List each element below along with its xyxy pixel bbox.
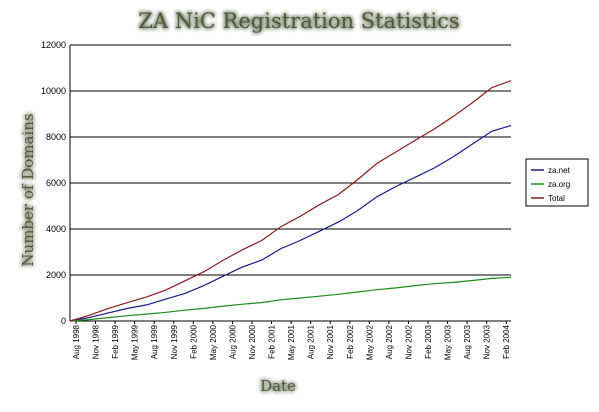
gridlines bbox=[70, 44, 511, 276]
x-tick-label: Aug 1998 bbox=[72, 324, 81, 359]
y-tick-label: 8000 bbox=[46, 132, 66, 142]
y-axis-title: Number of Domains bbox=[19, 113, 37, 266]
y-tick-label: 4000 bbox=[46, 224, 66, 234]
y-tick-label: 6000 bbox=[46, 178, 66, 188]
x-tick-label: Aug 2001 bbox=[307, 324, 316, 359]
x-tick-label: Nov 1999 bbox=[170, 324, 179, 359]
x-tick-label: May 1999 bbox=[131, 324, 140, 360]
x-tick-label: Nov 2000 bbox=[248, 324, 257, 359]
x-tick-label: Nov 2003 bbox=[483, 324, 492, 359]
x-tick-label: Aug 2000 bbox=[228, 324, 237, 359]
x-tick-label: May 2003 bbox=[444, 324, 453, 360]
series-line-za-org bbox=[69, 276, 512, 322]
x-tick-label: Feb 2000 bbox=[189, 324, 198, 358]
x-tick-label: Feb 1999 bbox=[111, 324, 120, 358]
x-tick-label: May 2002 bbox=[365, 324, 374, 360]
legend-label: za.org bbox=[548, 180, 570, 189]
x-tick-label: Feb 2003 bbox=[424, 324, 433, 358]
x-tick-label: Nov 1998 bbox=[92, 324, 101, 359]
chart-title: ZA NiC Registration Statistics bbox=[138, 9, 459, 33]
series-line-za-net bbox=[69, 124, 512, 322]
y-tick-label: 2000 bbox=[46, 270, 66, 280]
x-tick-label: May 2000 bbox=[209, 324, 218, 360]
x-tick-label: Aug 1999 bbox=[150, 324, 159, 359]
x-tick-labels: Aug 1998 Nov 1998 Feb 1999 May 1999 Aug 1999… bbox=[72, 324, 511, 360]
x-tick-label: Feb 2002 bbox=[346, 324, 355, 358]
legend-label: Total bbox=[548, 194, 565, 203]
x-tick-label: May 2001 bbox=[287, 324, 296, 360]
y-tick-label: 0 bbox=[61, 316, 66, 326]
x-tick-label: Nov 2002 bbox=[404, 324, 413, 359]
axes bbox=[69, 45, 511, 324]
x-axis-title: Date bbox=[260, 377, 296, 395]
x-tick-label: Aug 2003 bbox=[463, 324, 472, 359]
x-tick-label: Nov 2001 bbox=[326, 324, 335, 359]
x-tick-label: Feb 2004 bbox=[502, 324, 511, 358]
series-lines bbox=[69, 80, 512, 322]
y-tick-label: 10000 bbox=[41, 86, 66, 96]
x-tick-label: Aug 2002 bbox=[385, 324, 394, 359]
y-tick-labels: 0 2000 4000 6000 8000 10000 12000 bbox=[41, 40, 66, 326]
y-tick-label: 12000 bbox=[41, 40, 66, 50]
series-line-total bbox=[69, 80, 512, 322]
x-tick-label: Feb 2001 bbox=[268, 324, 277, 358]
legend: za.net za.org Total bbox=[525, 158, 589, 207]
legend-label: za.net bbox=[548, 166, 571, 175]
